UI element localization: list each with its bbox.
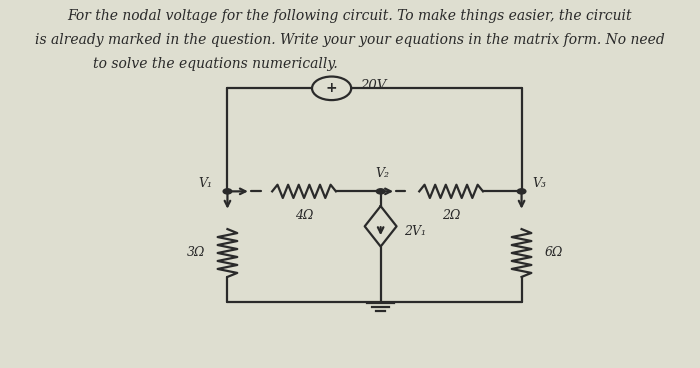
Text: 2Ω: 2Ω — [442, 209, 461, 222]
Text: 3Ω: 3Ω — [186, 247, 205, 259]
Text: For the nodal voltage for the following circuit. To make things easier, the circ: For the nodal voltage for the following … — [68, 9, 632, 23]
Text: V₂: V₂ — [375, 167, 389, 180]
Text: 6Ω: 6Ω — [544, 247, 563, 259]
Text: +: + — [326, 81, 337, 95]
Text: to solve the equations numerically.: to solve the equations numerically. — [92, 57, 337, 71]
Text: V₁: V₁ — [198, 177, 212, 190]
Text: is already marked in the question. Write your your equations in the matrix form.: is already marked in the question. Write… — [35, 33, 665, 47]
Text: 2V₁: 2V₁ — [404, 225, 426, 238]
Circle shape — [517, 189, 526, 194]
Text: V₃: V₃ — [533, 177, 547, 190]
Text: 4Ω: 4Ω — [295, 209, 313, 222]
Circle shape — [223, 189, 232, 194]
Circle shape — [377, 189, 385, 194]
Text: 20V: 20V — [360, 79, 387, 92]
